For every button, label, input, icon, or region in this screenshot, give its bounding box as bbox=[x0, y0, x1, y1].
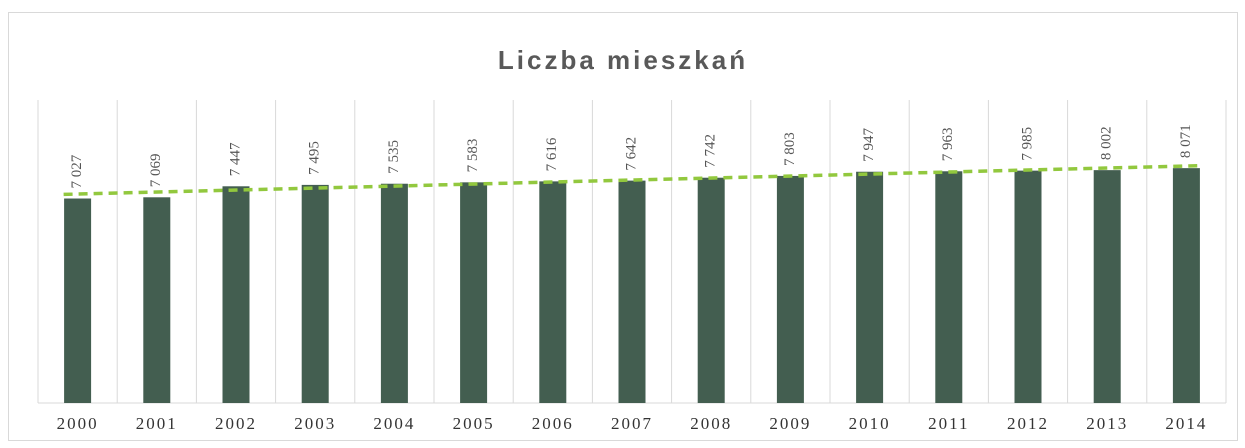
chart-title: Liczba mieszkań bbox=[498, 45, 748, 75]
bar bbox=[776, 175, 804, 403]
x-tick-label: 2005 bbox=[453, 414, 495, 433]
x-tick-label: 2004 bbox=[373, 414, 415, 433]
x-tick-label: 2006 bbox=[532, 414, 574, 433]
x-tick-label: 2010 bbox=[849, 414, 891, 433]
bar bbox=[935, 171, 963, 403]
data-label: 7 616 bbox=[544, 137, 560, 171]
data-label: 7 535 bbox=[386, 140, 402, 174]
data-label: 7 583 bbox=[465, 139, 481, 173]
bar bbox=[380, 183, 408, 403]
data-label: 7 027 bbox=[69, 154, 85, 188]
bar bbox=[143, 197, 171, 403]
data-label: 7 947 bbox=[861, 127, 877, 161]
x-tick-label: 2011 bbox=[928, 414, 969, 433]
bar bbox=[1172, 168, 1200, 403]
x-tick-label: 2000 bbox=[57, 414, 99, 433]
x-tick-label: 2003 bbox=[294, 414, 336, 433]
bar bbox=[697, 177, 725, 403]
bar bbox=[64, 198, 92, 403]
data-label: 7 985 bbox=[1019, 127, 1035, 161]
data-label: 7 495 bbox=[307, 141, 323, 175]
bar bbox=[1014, 170, 1042, 403]
data-label: 7 803 bbox=[782, 132, 798, 166]
trendline bbox=[63, 163, 1201, 197]
x-tick-label: 2007 bbox=[611, 414, 653, 433]
data-label: 7 642 bbox=[623, 137, 639, 171]
x-tick-label: 2009 bbox=[769, 414, 811, 433]
data-label: 7 447 bbox=[227, 142, 243, 176]
bar bbox=[1093, 170, 1121, 403]
data-label: 7 963 bbox=[940, 128, 956, 162]
bar bbox=[460, 182, 488, 403]
bar bbox=[222, 186, 250, 403]
data-label: 7 742 bbox=[703, 134, 719, 168]
x-tick-label: 2013 bbox=[1086, 414, 1128, 433]
x-tick-label: 2014 bbox=[1165, 414, 1207, 433]
x-tick-label: 2008 bbox=[690, 414, 732, 433]
x-tick-label: 2012 bbox=[1007, 414, 1049, 433]
x-tick-label: 2002 bbox=[215, 414, 257, 433]
bar bbox=[301, 184, 329, 403]
data-label: 8 002 bbox=[1099, 126, 1115, 160]
bar bbox=[539, 181, 567, 403]
bar bbox=[618, 180, 646, 403]
x-tick-label: 2001 bbox=[136, 414, 178, 433]
data-label: 8 071 bbox=[1178, 124, 1194, 158]
data-label: 7 069 bbox=[148, 154, 164, 188]
bar bbox=[856, 171, 884, 403]
